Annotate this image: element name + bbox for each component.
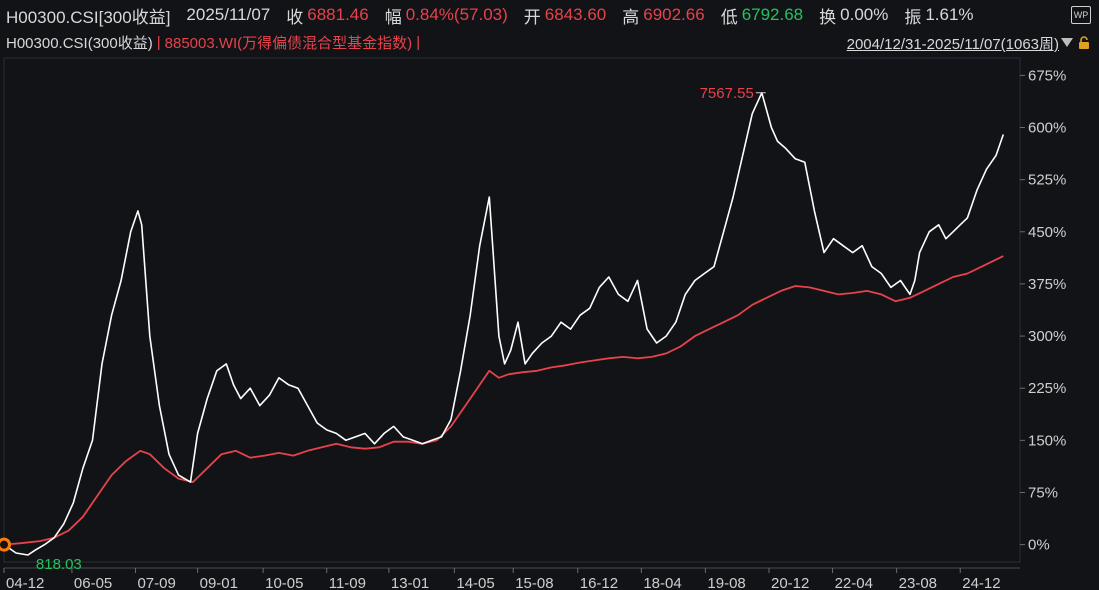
min-value-label: 818.03 bbox=[36, 556, 82, 573]
series-b-line bbox=[3, 255, 1004, 546]
legend-separator: | bbox=[156, 33, 161, 51]
y-tick-label: 0% bbox=[1028, 537, 1050, 554]
amplitude-label: 振 bbox=[904, 7, 922, 27]
security-code[interactable]: H00300.CSI[300收益] bbox=[6, 7, 171, 27]
plot-frame bbox=[3, 57, 1021, 563]
high-value: 6902.66 bbox=[643, 5, 705, 24]
close-label: 收 bbox=[286, 7, 304, 27]
x-tick-label: 10-05 bbox=[265, 575, 303, 590]
x-axis: 04-12 06-05 07-09 09-01 10-05 11-09 13-01 14-05… bbox=[3, 567, 1020, 590]
quote-date: 2025/11/07 bbox=[186, 5, 271, 24]
y-tick-label: 75% bbox=[1028, 484, 1058, 501]
y-tick-label: 150% bbox=[1028, 432, 1066, 449]
x-tick-label: 14-05 bbox=[456, 575, 494, 590]
x-tick-label: 23-08 bbox=[899, 575, 937, 590]
amplitude-value: 1.61% bbox=[925, 5, 974, 24]
x-tick-label: 07-09 bbox=[137, 575, 175, 590]
x-tick-label: 09-01 bbox=[200, 575, 238, 590]
line-chart[interactable]: 675% 600% 525% 450% 375% 300% 225% 150% 75% 0% 04… bbox=[0, 54, 1099, 590]
x-tick-label: 19-08 bbox=[707, 575, 745, 590]
high-label: 高 bbox=[622, 7, 640, 27]
y-tick-label: 600% bbox=[1028, 120, 1066, 137]
legend-separator-end: | bbox=[416, 33, 421, 51]
lock-icon[interactable] bbox=[1077, 36, 1091, 50]
x-tick-label: 20-12 bbox=[771, 575, 809, 590]
x-tick-label: 06-05 bbox=[74, 575, 112, 590]
wp-icon[interactable]: WP bbox=[1071, 6, 1091, 24]
y-tick-label: 375% bbox=[1028, 276, 1066, 293]
x-tick-label: 24-12 bbox=[962, 575, 1000, 590]
x-tick-label: 15-08 bbox=[515, 575, 553, 590]
annotation-layer: 7567.55 818.03 bbox=[36, 85, 766, 573]
close-value: 6881.46 bbox=[307, 5, 369, 24]
series-layer bbox=[0, 91, 1005, 556]
y-tick-label: 525% bbox=[1028, 172, 1066, 189]
x-tick-label: 11-09 bbox=[329, 575, 366, 590]
y-axis: 675% 600% 525% 450% 375% 300% 225% 150% 75% 0% bbox=[1020, 67, 1066, 554]
legend-series-a[interactable]: H00300.CSI(300收益) bbox=[6, 34, 153, 52]
open-label: 开 bbox=[523, 7, 541, 27]
start-marker bbox=[0, 537, 11, 552]
turnover-value: 0.00% bbox=[840, 5, 889, 24]
y-tick-label: 225% bbox=[1028, 380, 1066, 397]
low-label: 低 bbox=[720, 7, 738, 27]
change-label: 幅 bbox=[384, 7, 402, 27]
x-tick-label: 04-12 bbox=[6, 575, 44, 590]
low-value: 6792.68 bbox=[741, 5, 804, 24]
turnover-label: 换 bbox=[819, 7, 837, 27]
legend-series-b[interactable]: 885003.WI(万得偏债混合型基金指数) bbox=[164, 34, 413, 52]
series-a-line bbox=[3, 91, 1005, 556]
date-range-selector[interactable]: 2004/12/31-2025/11/07(1063周) bbox=[846, 36, 1059, 53]
x-tick-label: 22-04 bbox=[835, 575, 873, 590]
y-tick-label: 300% bbox=[1028, 328, 1066, 345]
x-tick-label: 16-12 bbox=[580, 575, 618, 590]
y-tick-label: 450% bbox=[1028, 224, 1066, 241]
legend-bar: H00300.CSI(300收益) | 885003.WI(万得偏债混合型基金指… bbox=[0, 30, 1099, 54]
x-tick-label: 13-01 bbox=[391, 575, 429, 590]
dropdown-arrow-icon[interactable] bbox=[1061, 38, 1073, 47]
y-tick-label: 675% bbox=[1028, 67, 1066, 84]
x-tick-label: 18-04 bbox=[643, 575, 681, 590]
change-value: 0.84%(57.03) bbox=[405, 5, 508, 24]
open-value: 6843.60 bbox=[544, 5, 607, 24]
max-value-label: 7567.55 bbox=[700, 85, 754, 102]
